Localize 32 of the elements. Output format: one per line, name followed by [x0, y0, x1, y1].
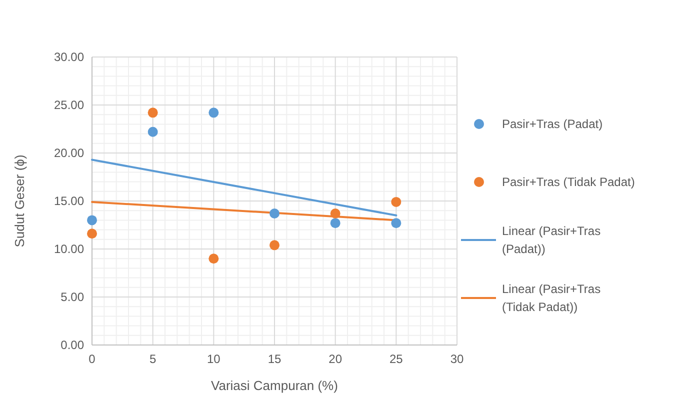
legend-label: Pasir+Tras (Padat) [502, 117, 603, 131]
point [270, 208, 280, 218]
y-tick-label: 0.00 [60, 338, 84, 352]
x-tick-label: 10 [206, 352, 221, 366]
y-axis-title: Sudut Geser (ϕ) [12, 154, 27, 248]
x-tick-label: 5 [149, 352, 156, 366]
y-tick-label: 10.00 [54, 242, 84, 256]
x-tick-label: 25 [389, 352, 404, 366]
x-tick-label: 30 [450, 352, 464, 366]
point [330, 218, 340, 228]
x-tick-label: 20 [328, 352, 342, 366]
y-tick-label: 20.00 [54, 146, 84, 160]
y-tick-label: 15.00 [54, 194, 84, 208]
y-tick-label: 25.00 [54, 98, 84, 112]
point [87, 228, 97, 239]
legend-label: Linear (Pasir+Tras (Padat)) [502, 224, 601, 256]
point [330, 208, 340, 218]
point [148, 108, 158, 118]
point [208, 108, 219, 118]
legend-label: Linear (Pasir+Tras (Tidak Padat)) [502, 282, 601, 314]
x-tick-label: 0 [88, 352, 96, 366]
point [391, 196, 402, 207]
point [270, 240, 280, 250]
y-tick-label: 30.00 [54, 50, 84, 64]
point [87, 215, 97, 226]
point [391, 218, 402, 228]
y-tick-label: 5.00 [60, 290, 84, 304]
x-axis-title: Variasi Campuran (%) [211, 378, 338, 393]
point [208, 254, 219, 264]
x-tick-label: 15 [268, 352, 282, 366]
point [148, 126, 158, 137]
legend-label: Pasir+Tras (Tidak Padat) [502, 175, 635, 189]
